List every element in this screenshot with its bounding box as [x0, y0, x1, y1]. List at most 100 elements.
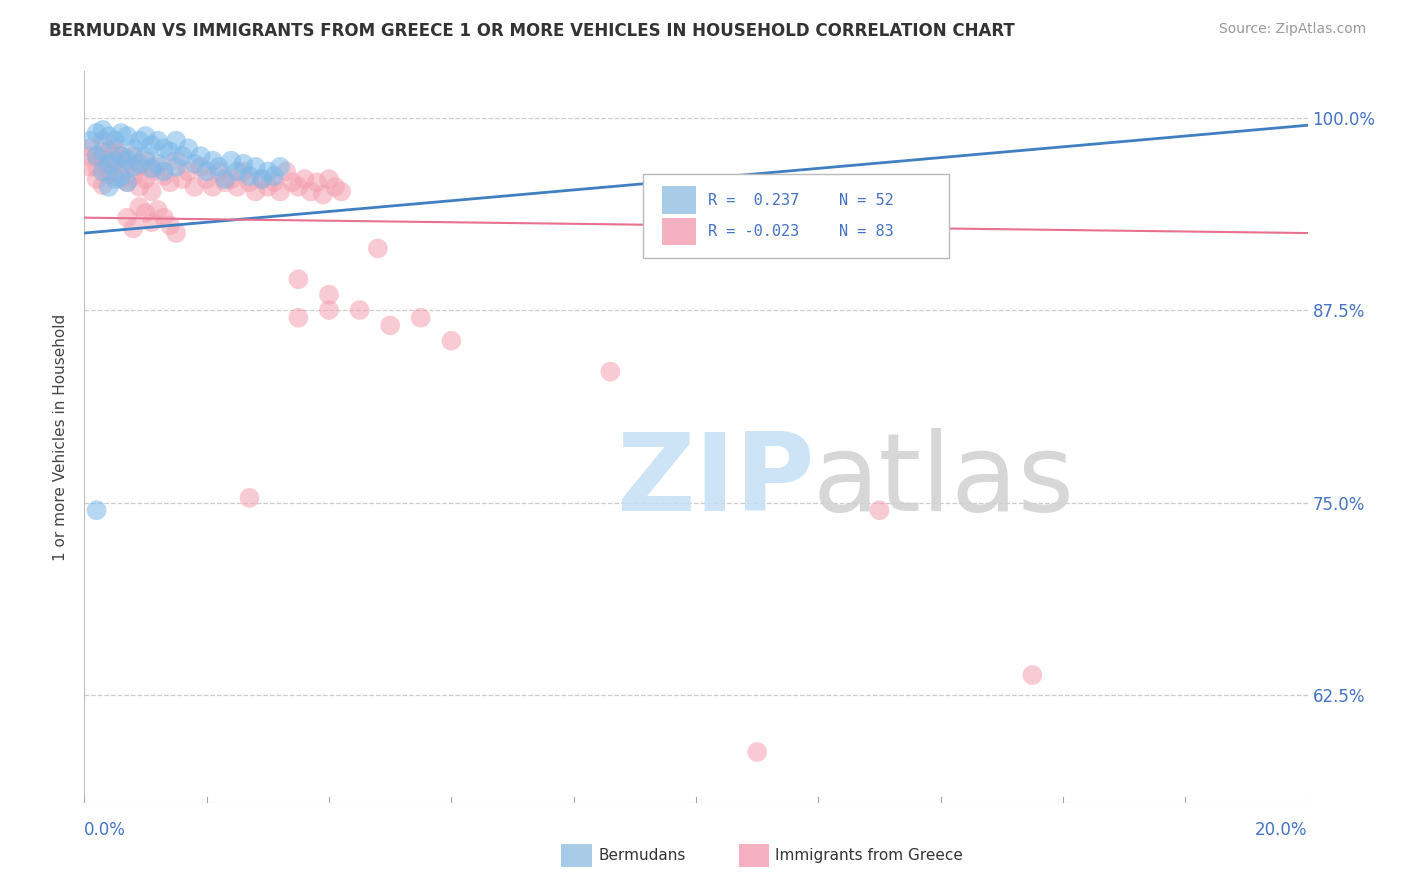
- Point: [97, 179, 120, 194]
- Text: R =  0.237: R = 0.237: [709, 193, 800, 208]
- Point: [257, 179, 280, 194]
- Point: [214, 175, 236, 189]
- Point: [177, 141, 200, 155]
- Point: [183, 179, 205, 194]
- Point: [318, 303, 340, 318]
- Text: 0.0%: 0.0%: [84, 822, 127, 839]
- Point: [91, 153, 114, 168]
- Point: [869, 503, 891, 517]
- Point: [183, 157, 205, 171]
- Point: [165, 153, 187, 168]
- Point: [238, 175, 260, 189]
- Point: [159, 219, 181, 233]
- Point: [1021, 668, 1043, 682]
- Point: [86, 172, 108, 186]
- Point: [318, 172, 340, 186]
- Point: [135, 129, 157, 144]
- Point: [238, 169, 260, 183]
- Text: N = 52: N = 52: [839, 193, 894, 208]
- Point: [287, 272, 309, 286]
- Point: [86, 126, 108, 140]
- Point: [86, 149, 108, 163]
- Point: [159, 145, 181, 159]
- Point: [128, 134, 150, 148]
- Point: [104, 134, 127, 148]
- Point: [153, 169, 176, 183]
- Point: [104, 145, 127, 159]
- Point: [128, 157, 150, 171]
- Point: [214, 172, 236, 186]
- Bar: [738, 844, 769, 867]
- Point: [305, 175, 328, 189]
- Point: [146, 134, 169, 148]
- Point: [281, 175, 304, 189]
- Point: [165, 226, 187, 240]
- Text: R = -0.023: R = -0.023: [709, 224, 800, 239]
- FancyBboxPatch shape: [644, 174, 949, 258]
- Point: [110, 157, 132, 171]
- Point: [122, 221, 145, 235]
- Point: [287, 179, 309, 194]
- Point: [367, 242, 389, 256]
- Point: [91, 134, 114, 148]
- Point: [110, 169, 132, 183]
- Point: [250, 172, 273, 186]
- Text: Bermudans: Bermudans: [598, 848, 686, 863]
- Point: [172, 149, 194, 163]
- Point: [318, 287, 340, 301]
- Point: [440, 334, 463, 348]
- Point: [115, 175, 138, 189]
- Point: [177, 164, 200, 178]
- Point: [190, 160, 212, 174]
- Point: [91, 164, 114, 178]
- Point: [409, 310, 432, 325]
- Point: [294, 172, 316, 186]
- Point: [79, 134, 101, 148]
- Text: Source: ZipAtlas.com: Source: ZipAtlas.com: [1219, 22, 1367, 37]
- Point: [146, 160, 169, 174]
- Point: [141, 164, 163, 178]
- Point: [86, 149, 108, 163]
- Point: [141, 185, 163, 199]
- Point: [323, 179, 346, 194]
- Point: [226, 164, 249, 178]
- Point: [141, 161, 163, 176]
- Point: [115, 129, 138, 144]
- Point: [110, 172, 132, 186]
- Point: [208, 160, 231, 174]
- Point: [232, 164, 254, 178]
- Point: [122, 169, 145, 183]
- Point: [201, 179, 224, 194]
- Point: [97, 168, 120, 182]
- Y-axis label: 1 or more Vehicles in Household: 1 or more Vehicles in Household: [53, 313, 69, 561]
- Point: [97, 157, 120, 171]
- Point: [104, 153, 127, 168]
- Point: [91, 145, 114, 159]
- Point: [269, 160, 291, 174]
- Point: [79, 141, 101, 155]
- Point: [349, 303, 371, 318]
- Point: [330, 185, 353, 199]
- Point: [747, 745, 769, 759]
- Point: [115, 157, 138, 171]
- Point: [135, 206, 157, 220]
- Point: [104, 172, 127, 186]
- Point: [208, 164, 231, 178]
- Point: [219, 172, 242, 186]
- Point: [776, 206, 799, 220]
- Point: [232, 157, 254, 171]
- Point: [128, 200, 150, 214]
- Point: [110, 149, 132, 163]
- Point: [79, 160, 101, 174]
- Point: [201, 153, 224, 168]
- Point: [86, 160, 108, 174]
- Point: [195, 164, 218, 178]
- Text: Immigrants from Greece: Immigrants from Greece: [776, 848, 963, 863]
- Point: [165, 134, 187, 148]
- Point: [141, 138, 163, 153]
- Point: [153, 141, 176, 155]
- Point: [165, 160, 187, 174]
- Point: [269, 185, 291, 199]
- Bar: [561, 844, 592, 867]
- Point: [195, 172, 218, 186]
